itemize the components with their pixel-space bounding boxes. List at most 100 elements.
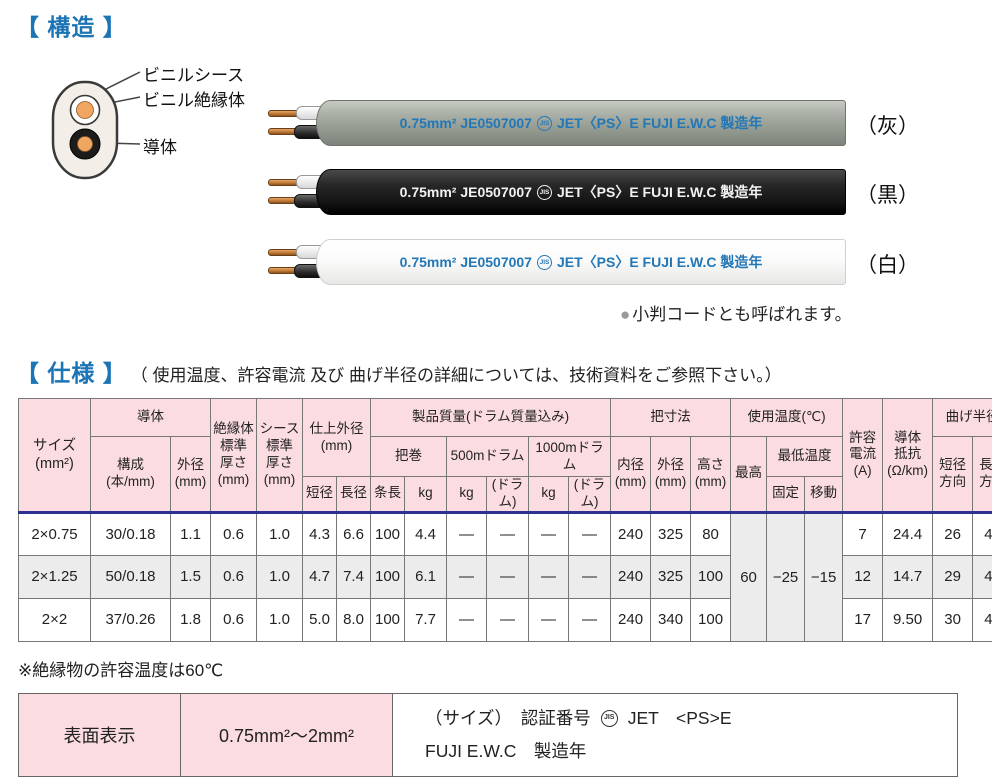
color-label-white: （白）	[856, 254, 919, 277]
cell-bend-s: 26	[932, 510, 974, 556]
label-vinyl-sheath: ビニルシース	[143, 66, 245, 85]
cell-kg: 4.4	[404, 510, 447, 556]
cell-bend-l: 48	[972, 597, 992, 642]
col-grip-outer-dia: 外径 (mm)	[650, 436, 692, 513]
col-drum1000-drum: (ドラム)	[567, 476, 612, 513]
cell-drum500: —	[486, 554, 529, 599]
cell-composition: 50/0.18	[90, 554, 171, 599]
cell-kg500: —	[446, 510, 487, 556]
bullet-icon: ●	[620, 305, 631, 324]
cable-print-text: 0.75mm² JE0507007 JIS JET〈PS〉E FUJI E.W.…	[400, 182, 763, 202]
col-length: 条長	[370, 476, 405, 513]
spec-heading: 【 仕様 】 （ 使用温度、許容電流 及び 曲げ半径の詳細については、技術資料を…	[16, 354, 992, 388]
cable-print-text: 0.75mm² JE0507007 JIS JET〈PS〉E FUJI E.W.…	[400, 252, 763, 272]
cell-kg: 6.1	[404, 554, 447, 599]
cell-od: 1.1	[170, 510, 211, 556]
cell-short: 5.0	[302, 597, 337, 642]
cable-sheath-white: 0.75mm² JE0507007 JIS JET〈PS〉E FUJI E.W.…	[316, 239, 846, 285]
col-drum500-kg: kg	[446, 476, 487, 513]
col-conductor-resistance: 導体 抵抗 (Ω/km)	[882, 398, 934, 513]
col-height: 高さ (mm)	[690, 436, 732, 513]
surface-marking-table: 表面表示 0.75mm²～2mm² （サイズ） 認証番号 JIS JET <PS…	[18, 692, 958, 777]
cell-len: 100	[370, 510, 405, 556]
koban-cord-note: ● 小判コードとも呼ばれます。	[620, 300, 852, 325]
cell-ins: 0.6	[210, 597, 257, 642]
structure-section: 【 構造 】 ビニルシース ビニル絶縁体 導体 0.75mm² JE050700…	[0, 0, 992, 340]
col-bend-radius-group: 曲げ半径	[932, 398, 992, 437]
col-size: サイズ (mm²)	[18, 398, 91, 513]
cell-bend-l: 45	[972, 554, 992, 599]
cell-short: 4.7	[302, 554, 337, 599]
cell-inner: 240	[610, 554, 652, 599]
cell-temp-moving: −15	[804, 510, 844, 642]
col-composition: 構成 (本/mm)	[90, 436, 171, 513]
surface-size-range: 0.75mm²～2mm²	[181, 693, 393, 776]
cell-composition: 37/0.26	[90, 597, 171, 642]
col-bundle-kg: kg	[404, 476, 447, 513]
cell-height: 80	[690, 510, 732, 556]
cell-ins: 0.6	[210, 554, 257, 599]
print-after: JET〈PS〉E FUJI E.W.C 製造年	[556, 184, 763, 200]
cell-current: 7	[842, 510, 884, 556]
surface-marking-content: （サイズ） 認証番号 JIS JET <PS>E FUJI E.W.C 製造年	[393, 693, 957, 776]
marking-line1-b: JET <PS>E	[627, 708, 732, 729]
cell-outer: 340	[650, 597, 692, 642]
cell-outer: 325	[650, 510, 692, 556]
cell-short: 4.3	[302, 510, 337, 556]
cell-kg: 7.7	[404, 597, 447, 642]
label-conductor: 導体	[143, 138, 177, 157]
cell-kg500: —	[446, 597, 487, 642]
col-temp-moving: 移動	[804, 476, 844, 513]
cell-temp-max: 60	[730, 510, 768, 642]
spec-title: 【 仕様 】	[16, 360, 127, 386]
print-after: JET〈PS〉E FUJI E.W.C 製造年	[556, 254, 763, 270]
cell-drum1000: —	[567, 597, 612, 642]
surface-label: 表面表示	[19, 693, 181, 776]
col-short-dia: 短径	[302, 476, 337, 513]
col-use-temp-group: 使用温度(℃)	[730, 398, 844, 437]
cell-drum1000: —	[567, 510, 612, 556]
cell-long: 6.6	[336, 510, 371, 556]
col-grip-group: 把寸法	[610, 398, 732, 437]
cell-od: 1.8	[170, 597, 211, 642]
cell-bend-s: 30	[932, 597, 974, 642]
cell-drum500: —	[486, 510, 529, 556]
table-row-2x2: 2×2 37/0.26 1.8 0.6 1.0 5.0 8.0 100 7.7 …	[18, 597, 992, 642]
cell-size: 2×0.75	[18, 510, 91, 556]
col-product-mass-group: 製品質量(ドラム質量込み)	[369, 398, 612, 437]
col-drum1000-kg: kg	[528, 476, 569, 513]
color-label-black: （黒）	[856, 184, 919, 207]
print-before: 0.75mm² JE0507007	[399, 115, 532, 131]
spec-subtitle: （ 使用温度、許容電流 及び 曲げ半径の詳細については、技術資料をご参照下さい。…	[130, 366, 782, 385]
cell-ins: 0.6	[210, 510, 257, 556]
cell-outer: 325	[650, 554, 692, 599]
table-row-2x075: 2×0.75 30/0.18 1.1 0.6 1.0 4.3 6.6 100 4…	[18, 510, 992, 642]
note-text: 小判コードとも呼ばれます。	[632, 305, 852, 324]
cable-photo-white: 0.75mm² JE0507007 JIS JET〈PS〉E FUJI E.W.…	[266, 239, 848, 287]
cell-drum500: —	[486, 597, 529, 642]
cell-len: 100	[370, 597, 405, 642]
col-temp-max: 最高	[730, 436, 768, 513]
cable-sheath-black: 0.75mm² JE0507007 JIS JET〈PS〉E FUJI E.W.…	[316, 169, 846, 215]
color-label-gray: （灰）	[856, 115, 919, 138]
col-outer-dia: 外径 (mm)	[170, 436, 211, 513]
col-finished-od-group: 仕上外径 (mm)	[302, 398, 371, 477]
marking-line-1: （サイズ） 認証番号 JIS JET <PS>E	[425, 702, 732, 734]
cell-height: 100	[690, 597, 732, 642]
cell-size: 2×1.25	[18, 554, 91, 599]
col-allow-current: 許容 電流 (A)	[842, 398, 884, 513]
cable-photo-black: 0.75mm² JE0507007 JIS JET〈PS〉E FUJI E.W.…	[266, 169, 848, 217]
col-drum500-drum: (ドラム)	[486, 476, 529, 513]
cable-cross-section-diagram	[51, 71, 141, 180]
cell-kg500: —	[446, 554, 487, 599]
print-before: 0.75mm² JE0507007	[399, 184, 532, 200]
cell-kg1000: —	[528, 554, 569, 599]
col-drum500-group: 500mドラム	[446, 436, 529, 477]
cable-sheath-gray: 0.75mm² JE0507007 JIS JET〈PS〉E FUJI E.W.…	[316, 100, 846, 146]
cell-temp-fixed: −25	[766, 510, 806, 642]
col-min-temp-group: 最低温度	[766, 436, 844, 477]
cell-bend-s: 29	[932, 554, 974, 599]
cell-drum1000: —	[567, 554, 612, 599]
cell-kg1000: —	[528, 597, 569, 642]
print-before: 0.75mm² JE0507007	[399, 254, 532, 270]
